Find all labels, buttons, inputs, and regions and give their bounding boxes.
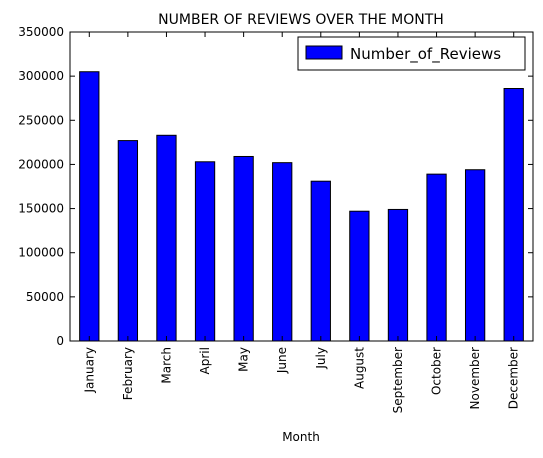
bars [79,71,524,342]
x-tick-label-may: May [237,347,251,372]
legend-label: Number_of_Reviews [350,45,501,64]
y-tick-label: 50000 [26,290,64,304]
bar-may [233,155,254,342]
y-tick-label: 100000 [18,246,64,260]
x-tick-label-september: September [391,347,405,413]
bar-june [272,162,293,342]
y-tick-label: 250000 [18,113,64,127]
y-tick-label: 0 [56,334,64,348]
bar-february [117,140,139,342]
bar-january [79,71,100,342]
bar-april [194,161,216,342]
y-tick-label: 300000 [18,69,64,83]
x-tick-label-february: February [121,347,135,400]
plot-frame [69,31,534,342]
bar-december [503,88,524,342]
x-tick-label-march: March [159,347,173,384]
bar-july [310,180,331,342]
x-tick-label-october: October [430,347,444,395]
x-tick-label-june: June [275,347,289,374]
bar-september [387,208,409,342]
y-axis-ticks: 0 50000 100000 150000 200000 250000 300000 3500… [18,25,533,348]
axes [69,31,534,342]
bar-november [464,169,486,342]
x-axis-label: Month [282,430,320,444]
bar-march [156,134,177,342]
legend-swatch [305,45,343,60]
bar-august [349,210,370,342]
y-tick-label: 350000 [18,25,64,39]
x-tick-label-april: April [198,347,212,374]
x-tick-label-july: July [314,347,328,370]
x-tick-label-january: January [82,347,96,394]
y-tick-label: 200000 [18,157,64,171]
y-tick-label: 150000 [18,202,64,216]
legend: Number_of_Reviews [297,36,526,71]
chart-title: NUMBER OF REVIEWS OVER THE MONTH [158,12,444,28]
bar-october [426,173,447,342]
x-tick-label-december: December [507,347,521,409]
x-tick-label-august: August [352,347,366,389]
x-tick-label-november: November [468,347,482,409]
x-axis-ticks: January February March April May June July Augu… [82,32,521,413]
